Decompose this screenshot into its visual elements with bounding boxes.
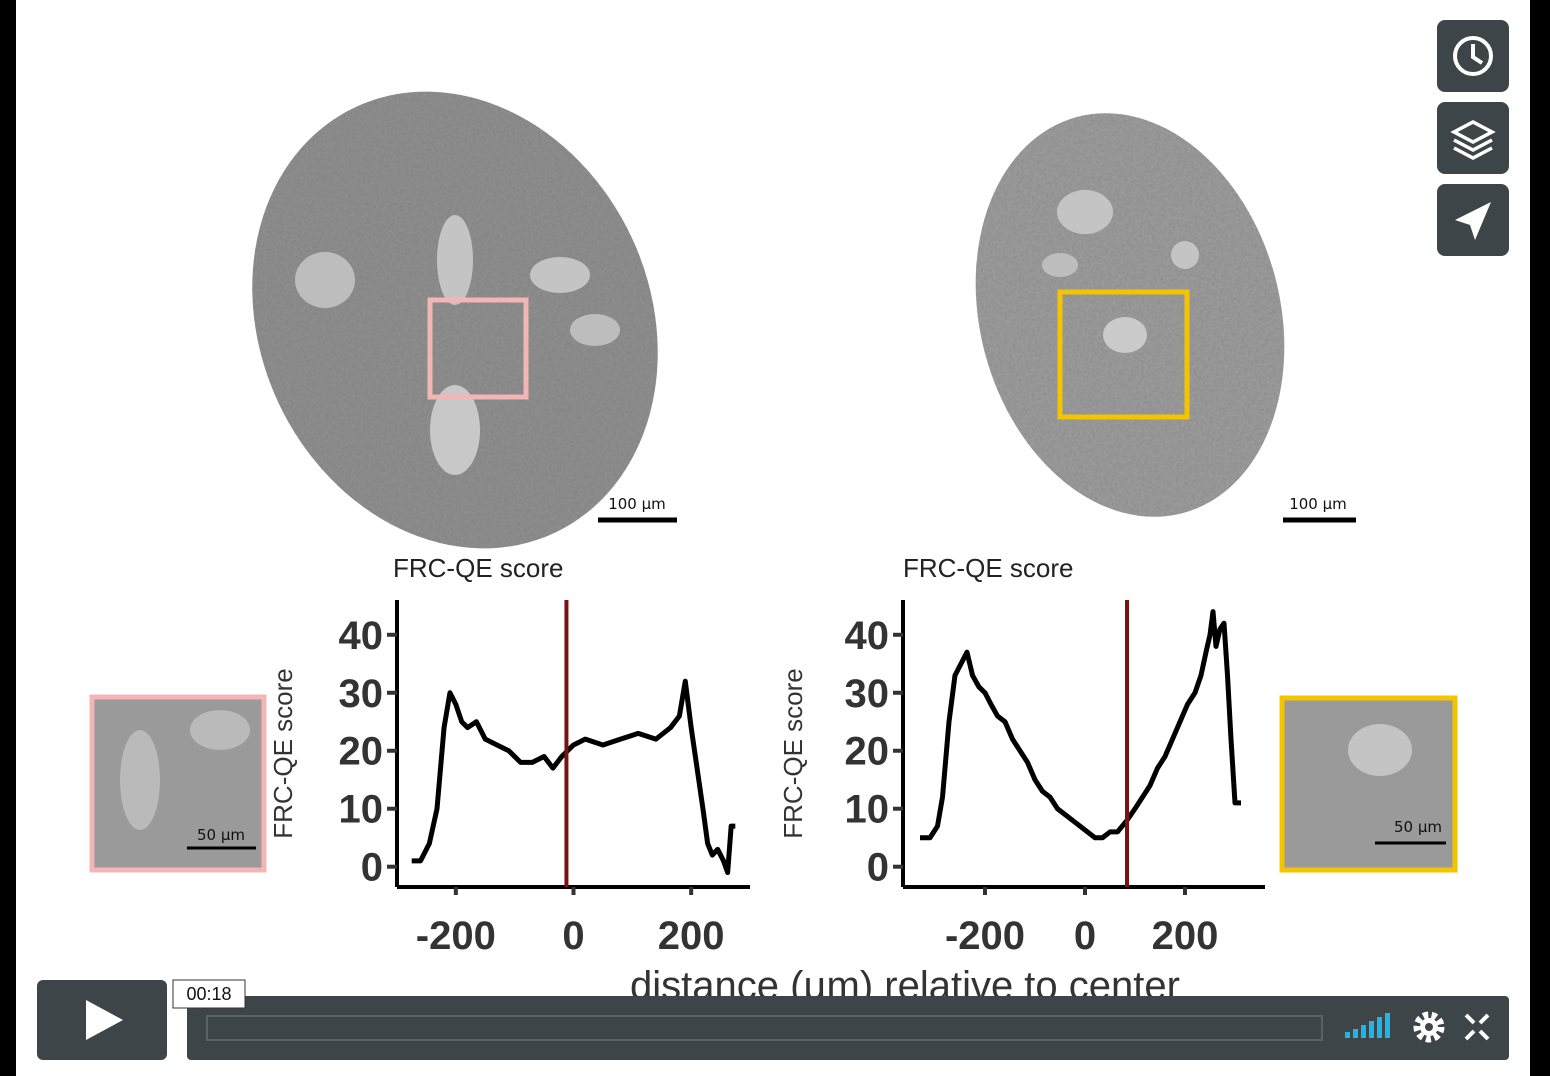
y-axis-label: FRC-QE score xyxy=(268,668,298,838)
control-bar xyxy=(187,996,1509,1060)
cell-image: 100 µm xyxy=(252,91,677,549)
y-tick-label: 30 xyxy=(339,672,384,716)
settings-button[interactable] xyxy=(1413,1011,1445,1043)
y-tick-label: 20 xyxy=(339,730,384,774)
chart-title: FRC-QE score xyxy=(903,553,1073,583)
chart-title: FRC-QE score xyxy=(393,553,563,583)
controls: 00:18 xyxy=(37,979,1509,1060)
y-tick-label: 40 xyxy=(845,614,890,658)
x-tick-label: -200 xyxy=(416,914,496,958)
x-tick-label: 200 xyxy=(1152,914,1219,958)
collections-button[interactable] xyxy=(1437,102,1509,174)
y-tick-label: 30 xyxy=(845,672,890,716)
y-tick-label: 10 xyxy=(339,788,384,832)
scale-bar-label: 100 µm xyxy=(1289,495,1347,513)
video-frame xyxy=(16,0,1530,1076)
progress-bar[interactable] xyxy=(206,1015,1323,1041)
data-line xyxy=(411,678,736,876)
side-buttons xyxy=(1437,20,1509,256)
fullscreen-button[interactable] xyxy=(1464,1013,1490,1041)
scale-bar-label: 100 µm xyxy=(608,495,666,513)
time-label: 00:18 xyxy=(186,984,231,1004)
volume-button[interactable] xyxy=(1345,1013,1390,1038)
y-tick-label: 0 xyxy=(361,846,383,890)
cell-image: 100 µm xyxy=(975,113,1356,523)
y-tick-label: 10 xyxy=(845,788,890,832)
y-tick-label: 0 xyxy=(867,846,889,890)
inset: 50 µm xyxy=(89,694,267,873)
scale-bar-label: 50 µm xyxy=(1394,818,1442,836)
y-tick-label: 40 xyxy=(339,614,384,658)
charts: FRC-QE score FRC-QE score 0 10 20 30 40 -200 0 20… xyxy=(268,553,1265,958)
x-tick-label: -200 xyxy=(945,914,1025,958)
inset: 50 µm xyxy=(1279,695,1458,873)
data-line xyxy=(920,609,1241,841)
time-tooltip xyxy=(172,979,246,1009)
scale-bar-label: 50 µm xyxy=(197,826,245,844)
x-tick-label: 0 xyxy=(1074,914,1096,958)
y-axis-label: FRC-QE score xyxy=(778,668,808,838)
x-tick-label: 0 xyxy=(562,914,584,958)
y-tick-label: 20 xyxy=(845,730,890,774)
x-tick-label: 200 xyxy=(658,914,725,958)
